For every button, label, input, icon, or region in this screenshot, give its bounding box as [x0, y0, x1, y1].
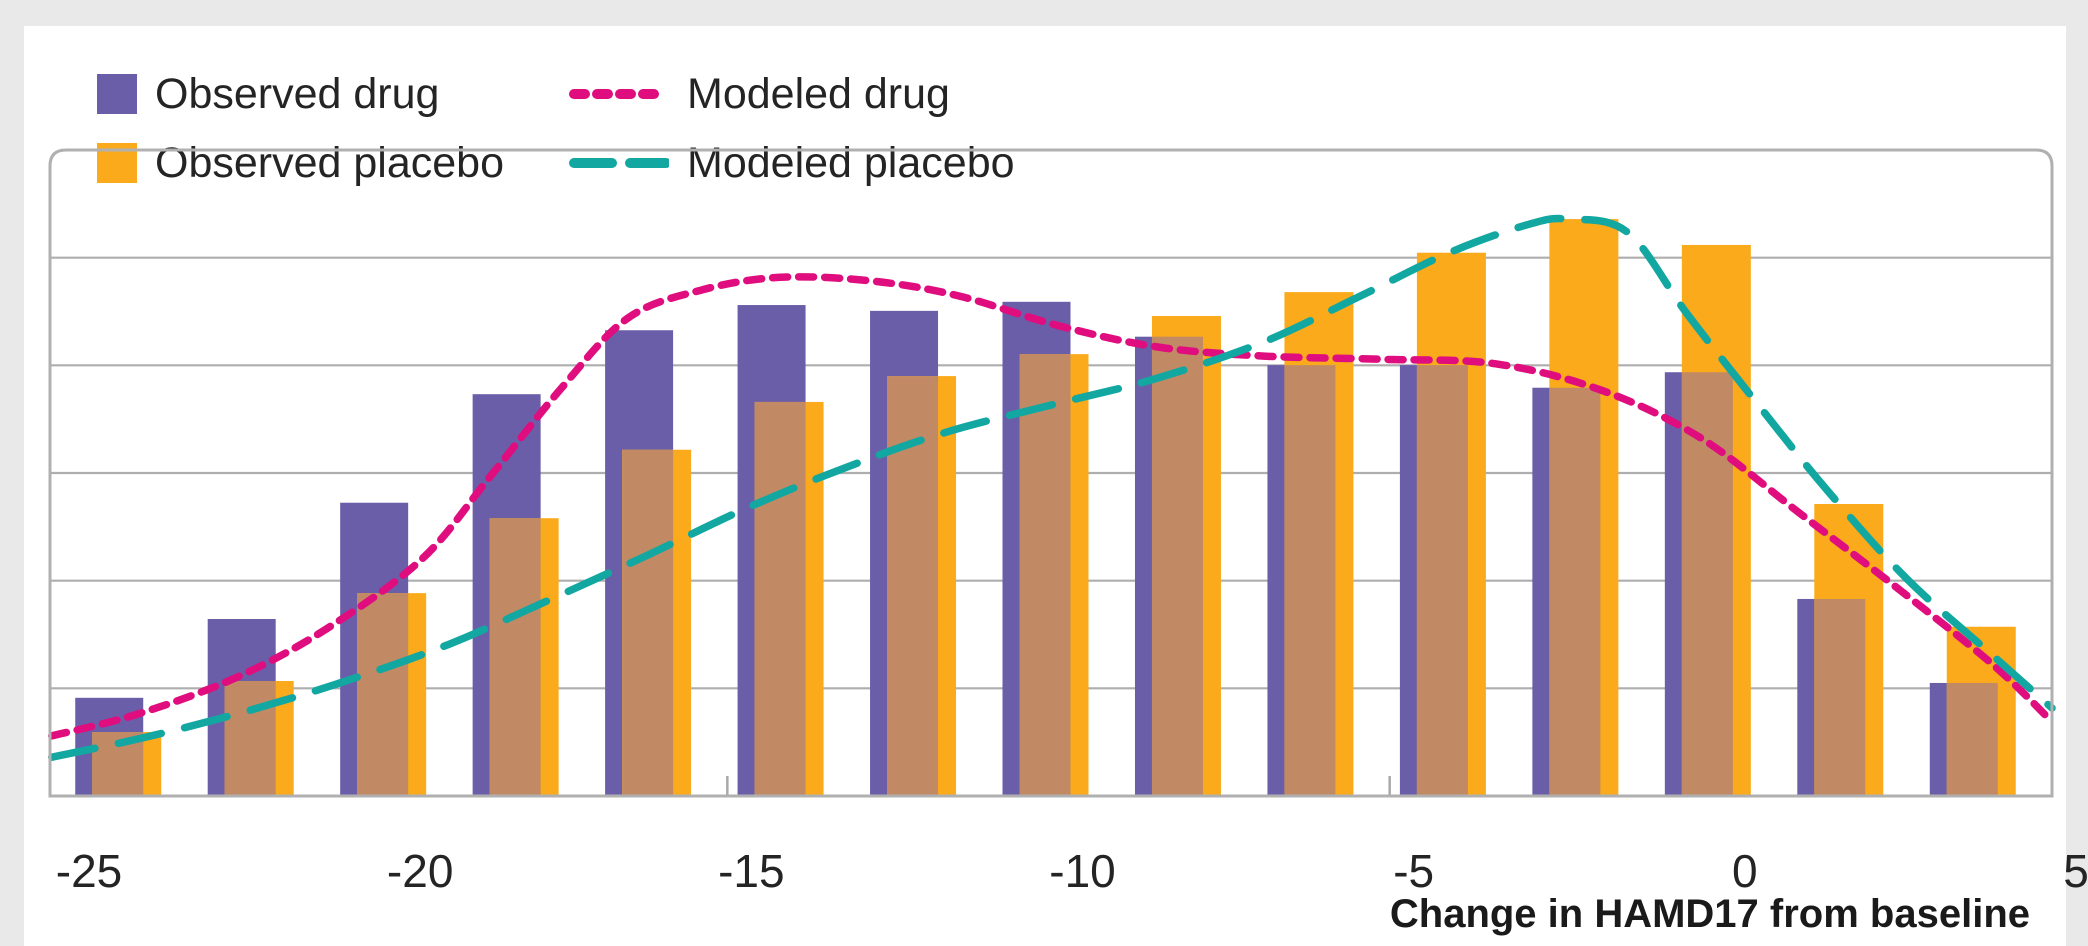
bar-overlap-region: [1946, 682, 1998, 796]
chart-plot-area: [48, 148, 2056, 798]
plot-border: [48, 148, 2054, 798]
bar-overlap-region: [357, 593, 409, 796]
x-tick-label: 0: [1732, 845, 1758, 897]
bar-overlap-region: [1681, 372, 1733, 796]
bar-overlap-region: [224, 681, 276, 796]
x-tick-label: -20: [386, 845, 454, 897]
legend-item-modeled-drug: Modeled drug: [569, 70, 950, 118]
bar-overlap-region: [1284, 365, 1336, 796]
bar-overlap-region: [489, 518, 541, 796]
bar-overlap-region: [887, 376, 939, 796]
bar-overlap-region: [1814, 598, 1866, 796]
bar-overlap-region: [1416, 365, 1468, 796]
x-axis-labels: -25 -20 -15 -10 -5 0 5: [24, 844, 2088, 897]
chart-card: Observed drug Observed placebo Modeled d…: [24, 26, 2088, 946]
legend-label-observed-drug: Observed drug: [155, 70, 440, 118]
x-tick-label: -10: [1049, 845, 1116, 897]
x-tick-label: -5: [1393, 845, 1435, 897]
x-tick-label: -25: [55, 845, 123, 897]
x-axis-title: Change in HAMD17 from baseline: [1389, 892, 2030, 936]
bar-overlap-region: [1549, 387, 1601, 796]
legend-swatch-observed-drug: [97, 74, 137, 114]
legend-item-observed-drug: Observed drug: [97, 70, 440, 118]
bar-overlap-region: [1151, 336, 1203, 796]
x-tick-label: -15: [718, 845, 785, 897]
curve-modeled-placebo: [48, 214, 2056, 761]
bar-overlap-region: [754, 401, 806, 796]
bar-overlap-region: [1019, 354, 1071, 796]
bar-overlap-region: [622, 449, 674, 796]
x-tick-label: 5: [2063, 845, 2088, 897]
legend-swatch-modeled-drug-dashed-line-icon: [569, 89, 669, 99]
legend-swatch-modeled-placebo-dashed-line-icon: [569, 158, 669, 168]
legend-label-modeled-drug: Modeled drug: [687, 70, 950, 118]
curve-modeled-drug: [48, 273, 2056, 740]
